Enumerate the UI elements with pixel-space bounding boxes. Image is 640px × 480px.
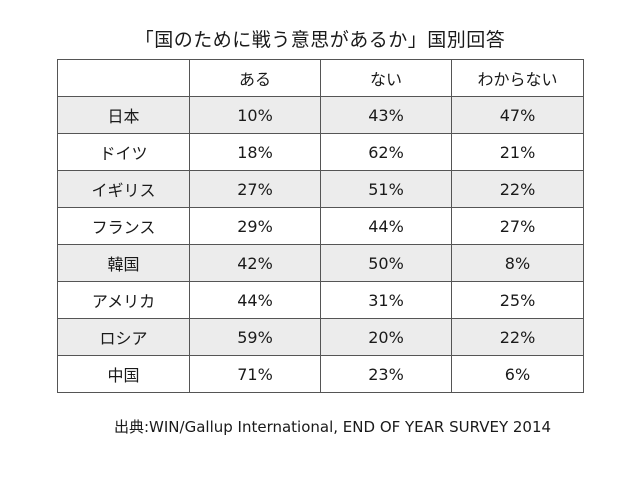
table-row: 韓国 42% 50% 8% — [57, 244, 584, 282]
cell-yes: 42% — [189, 244, 321, 282]
cell-yes: 59% — [189, 318, 321, 356]
cell-no: 44% — [320, 207, 452, 245]
cell-dont-know: 8% — [451, 244, 584, 282]
cell-dont-know: 27% — [451, 207, 584, 245]
row-country-label: ドイツ — [57, 133, 190, 171]
table-row: 中国 71% 23% 6% — [57, 355, 584, 393]
chart-title: 「国のために戦う意思があるか」国別回答 — [134, 29, 506, 51]
cell-yes: 44% — [189, 281, 321, 319]
row-country-label: イギリス — [57, 170, 190, 208]
row-country-label: ロシア — [57, 318, 190, 356]
table-row: ドイツ 18% 62% 21% — [57, 133, 584, 171]
row-country-label: 日本 — [57, 96, 190, 134]
row-country-label: 韓国 — [57, 244, 190, 282]
cell-no: 31% — [320, 281, 452, 319]
header-dont-know: わからない — [451, 59, 584, 97]
cell-no: 43% — [320, 96, 452, 134]
cell-yes: 27% — [189, 170, 321, 208]
row-country-label: フランス — [57, 207, 190, 245]
cell-yes: 71% — [189, 355, 321, 393]
cell-no: 51% — [320, 170, 452, 208]
cell-yes: 29% — [189, 207, 321, 245]
source-note: 出典:WIN/Gallup International, END OF YEAR… — [114, 418, 552, 436]
cell-dont-know: 47% — [451, 96, 584, 134]
cell-no: 20% — [320, 318, 452, 356]
cell-no: 62% — [320, 133, 452, 171]
cell-yes: 10% — [189, 96, 321, 134]
table-row: ロシア 59% 20% 22% — [57, 318, 584, 356]
cell-no: 23% — [320, 355, 452, 393]
table-row: フランス 29% 44% 27% — [57, 207, 584, 245]
header-row: ある ない わからない — [57, 59, 584, 97]
cell-dont-know: 6% — [451, 355, 584, 393]
cell-yes: 18% — [189, 133, 321, 171]
cell-no: 50% — [320, 244, 452, 282]
header-no: ない — [320, 59, 452, 97]
cell-dont-know: 22% — [451, 318, 584, 356]
cell-dont-know: 22% — [451, 170, 584, 208]
row-country-label: 中国 — [57, 355, 190, 393]
row-country-label: アメリカ — [57, 281, 190, 319]
table-body: 日本 10% 43% 47% ドイツ 18% 62% 21% イギリス 27% 51% 22% フランス… — [57, 96, 584, 393]
table-row: 日本 10% 43% 47% — [57, 96, 584, 134]
header-yes: ある — [189, 59, 321, 97]
cell-dont-know: 25% — [451, 281, 584, 319]
cell-dont-know: 21% — [451, 133, 584, 171]
table-row: イギリス 27% 51% 22% — [57, 170, 584, 208]
table-row: アメリカ 44% 31% 25% — [57, 281, 584, 319]
survey-table: ある ない わからない 日本 10% 43% 47% ドイツ 18% 62% 21% イギリス 2… — [57, 59, 584, 393]
header-corner — [57, 59, 190, 97]
